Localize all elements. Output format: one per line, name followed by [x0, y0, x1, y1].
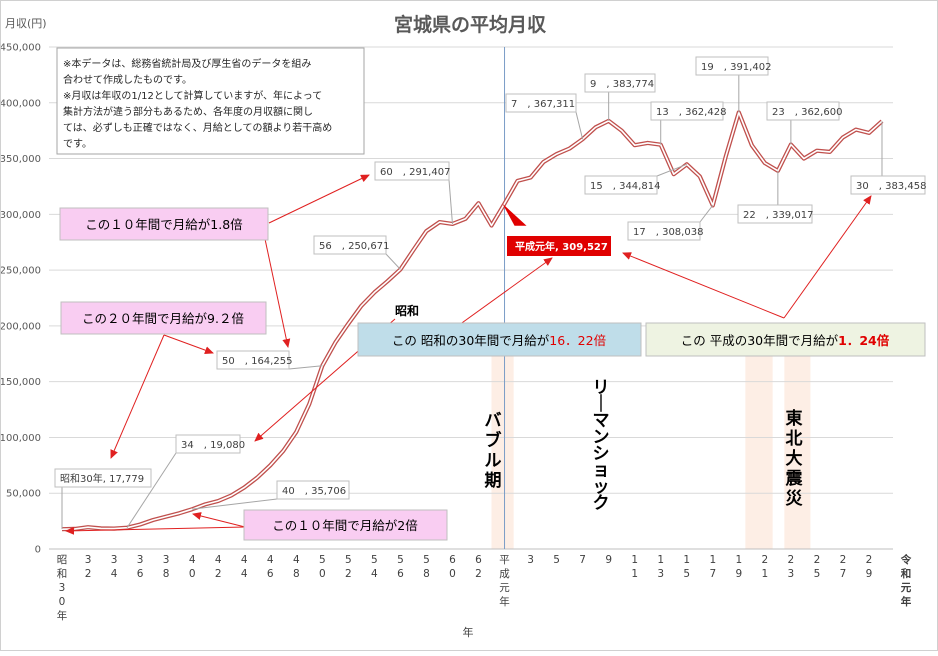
note-line: ※月収は年収の1/12として計算していますが、年によって — [63, 89, 322, 102]
event-label-quake: 東北大震災 — [785, 408, 804, 509]
annotation-arrow — [111, 335, 164, 458]
annotation-arrow — [623, 253, 784, 318]
annotation-arrow — [164, 335, 213, 353]
y-tick-label: 450,000 — [1, 43, 41, 54]
chart-title: 宮城県の平均月収 — [394, 13, 547, 36]
event-label-lehman: リ｜マンショック — [593, 378, 610, 514]
x-tick-label: 7 — [579, 554, 586, 566]
event-band-lehman — [745, 356, 772, 549]
showa-label: 昭和 — [395, 303, 419, 318]
note-line: ては、必ずしも正確ではなく、月給としての額より若干高め — [63, 121, 332, 134]
data-label-leader — [700, 205, 713, 222]
data-label-leader — [449, 180, 452, 224]
x-tick-label: 5 — [553, 554, 560, 566]
data-label: 17 , 308,038 — [633, 227, 703, 238]
data-label-leader — [386, 254, 400, 269]
callout-heisei-30yr-prefix: この 平成の30年間で月給が — [681, 333, 839, 348]
data-label: 9 , 383,774 — [590, 79, 654, 90]
data-label: 40 , 35,706 — [282, 486, 346, 497]
x-tick-label: 3 — [527, 554, 534, 566]
y-tick-label: 100,000 — [1, 433, 41, 444]
event-label-bubble: バブル期 — [485, 411, 502, 491]
callout-10yr-2-text: この１０年間で月給が2倍 — [272, 518, 417, 533]
callout-showa-30yr-prefix: この 昭和の30年間で月給が — [392, 333, 550, 348]
annotation-arrow — [265, 239, 288, 347]
y-tick-label: 50,000 — [6, 489, 41, 500]
data-label: 15 , 344,814 — [590, 181, 660, 192]
note-line: 合わせて作成したものです。 — [63, 73, 192, 86]
annotation-arrow — [269, 175, 369, 223]
note-line: ※本データは、総務省統計局及び厚生省のデータを組み — [63, 57, 311, 70]
x-tick-label: 9 — [605, 554, 612, 566]
x-tick-label: 平成元年 — [499, 554, 510, 608]
y-tick-label: 0 — [35, 545, 41, 556]
callout-showa-30yr-value: 16．22倍 — [549, 333, 606, 348]
heisei-callout-label: 平成元年, 309,527 — [515, 240, 608, 253]
y-tick-label: 150,000 — [1, 377, 41, 388]
data-label: 7 , 367,311 — [511, 99, 575, 110]
x-tick-label: 令和元年 — [900, 553, 912, 608]
y-axis-label: 月収(円) — [5, 17, 47, 30]
data-label: 19 , 391,402 — [701, 62, 771, 73]
data-label: 34 , 19,080 — [181, 440, 245, 451]
annotation-arrow — [193, 514, 245, 527]
y-tick-label: 300,000 — [1, 210, 41, 221]
data-label-leader — [289, 366, 322, 369]
data-label: 50 , 164,255 — [222, 356, 292, 367]
data-label: 30 , 383,458 — [856, 181, 926, 192]
data-label: 60 , 291,407 — [380, 167, 450, 178]
data-label: 56 , 250,671 — [319, 241, 389, 252]
callout-showa-30yr-text: この 昭和の30年間で月給が16．22倍 — [392, 333, 606, 348]
y-tick-label: 250,000 — [1, 266, 41, 277]
data-label-leader — [576, 112, 583, 139]
y-tick-label: 400,000 — [1, 98, 41, 109]
y-tick-label: 200,000 — [1, 321, 41, 332]
data-label: 13 , 362,428 — [656, 107, 726, 118]
note-line: 集計方法が違う部分もあるため、各年度の月収額に関し — [63, 105, 313, 118]
note-line: です。 — [63, 138, 92, 150]
data-label: 昭和30年, 17,779 — [60, 472, 144, 485]
callout-heisei-30yr-text: この 平成の30年間で月給が1．24倍 — [681, 333, 890, 348]
y-tick-label: 350,000 — [1, 154, 41, 165]
callout-heisei-30yr-value: 1．24倍 — [838, 333, 890, 348]
data-label: 22 , 339,017 — [743, 210, 813, 221]
callout-20yr-9-2-text: この２０年間で月給が9.２倍 — [82, 311, 244, 326]
x-axis-label: 年 — [463, 625, 474, 639]
data-label: 23 , 362,600 — [772, 107, 842, 118]
callout-10yr-1-8-text: この１０年間で月給が1.8倍 — [85, 217, 242, 232]
